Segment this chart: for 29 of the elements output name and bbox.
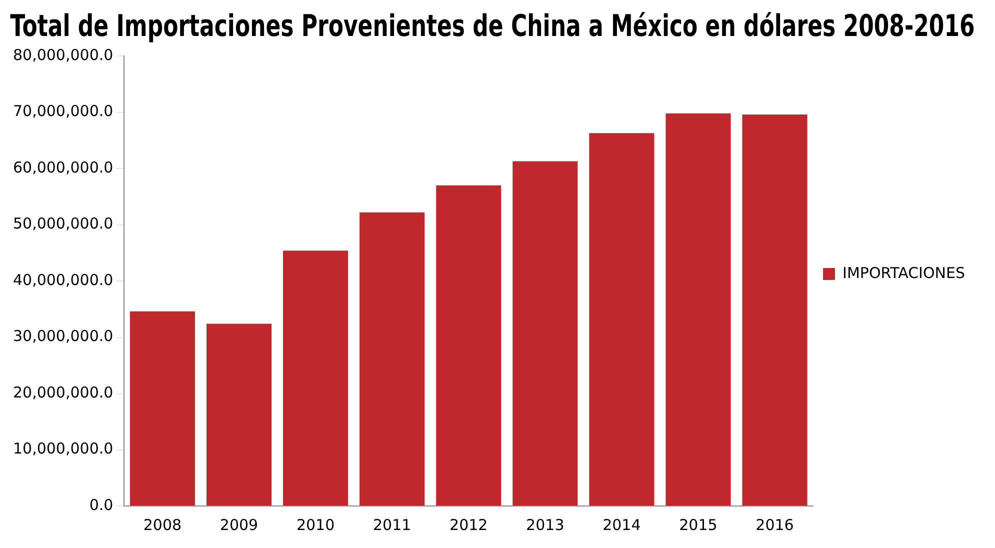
x-tick-label: 2008 [143,516,182,534]
bar [512,161,578,506]
bar [360,212,425,506]
y-tick-label: 30,000,000.0 [12,327,114,346]
bar [283,250,348,506]
x-tick-label: 2011 [372,516,412,534]
x-tick-label: 2009 [220,516,258,534]
legend-label: IMPORTACIONES [842,264,965,282]
bar [589,133,654,506]
y-tick-label: 40,000,000.0 [12,270,114,289]
bar [206,324,272,506]
x-tick-label: 2010 [296,516,335,534]
y-tick-label: 70,000,000.0 [12,102,114,120]
y-tick-label: 20,000,000.0 [12,383,114,402]
bar [666,113,731,506]
bar [742,114,808,506]
y-tick-label: 10,000,000.0 [12,440,114,458]
y-tick-label: 50,000,000.0 [12,214,114,233]
x-tick-label: 2016 [756,516,794,534]
x-tick-label: 2015 [679,516,718,534]
y-tick-label: 0.0 [89,496,114,514]
x-tick-label: 2012 [450,516,488,534]
bar [436,185,502,506]
x-tick-label: 2013 [526,516,564,534]
chart-title: Total de Importaciones Provenientes de China a México en dólares 2008-2016 [10,10,975,44]
x-tick-label: 2014 [602,516,641,534]
y-tick-label: 80,000,000.0 [12,46,114,64]
bar [130,311,195,506]
y-tick-label: 60,000,000.0 [12,158,114,176]
